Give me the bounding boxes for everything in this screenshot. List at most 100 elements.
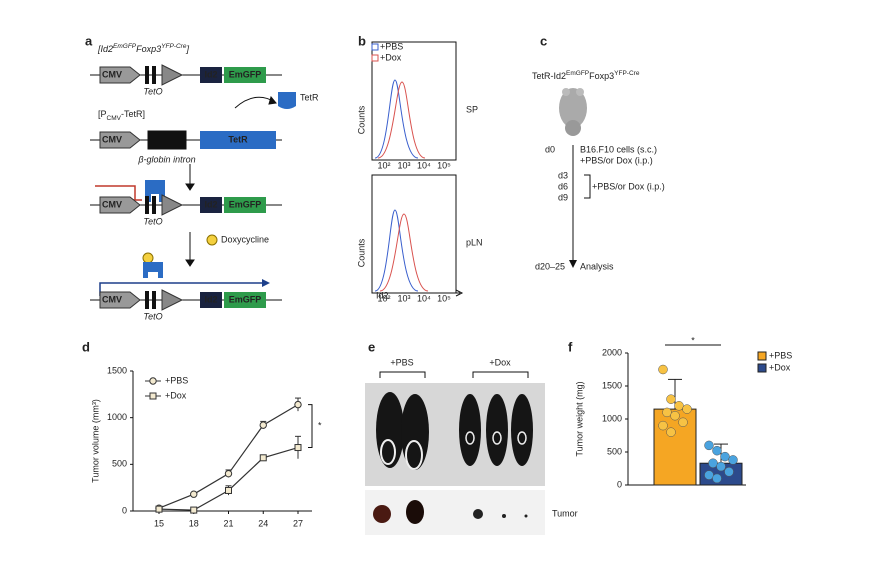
x-tick-label: 27 [293,518,303,528]
data-point [662,407,672,418]
x-tick-label: 18 [189,518,199,528]
y-tick-label: 0 [617,479,622,489]
y-axis-label: Counts [356,105,366,134]
data-point [658,364,668,375]
legend-label: +Dox [769,362,791,372]
emgfp-box [224,197,266,213]
x-tick-label: 21 [223,518,233,528]
teto-bar [152,66,156,84]
id2-box [200,292,222,308]
day-label: d0 [545,144,555,154]
panel-c-shapes [559,88,591,268]
event-label: Analysis [580,261,614,271]
panel-label: f [568,339,573,354]
id2-label: Id2 [204,294,217,304]
tumor-label: Tumor [552,508,578,518]
emgfp-label: EmGFP [229,199,262,209]
id2-label: Id2 [204,199,217,209]
text-part: CMV [107,115,122,122]
emgfp-label: EmGFP [229,294,262,304]
text-part: -TetR] [121,109,145,119]
data-point [658,420,668,431]
series-line [158,446,299,511]
row-label: SP [466,104,478,114]
id2-box [200,197,222,213]
cmv-label: CMV [102,134,122,144]
panel-a-shapes [90,74,296,301]
x-tick-label: 10⁴ [417,293,431,303]
significance-label: * [318,420,322,430]
id2-label: Id2 [204,69,217,79]
y-axis-label: Tumor volume (mm³) [90,399,100,483]
data-point [704,440,714,451]
teto-promoter [161,289,184,311]
cmv-promoter [99,66,141,84]
day-label: d9 [558,192,568,202]
panel-label: b [358,33,366,48]
legend-label: +PBS [380,41,403,51]
data-point [674,401,684,411]
teto-bar [145,291,149,309]
teto-bar [145,66,149,84]
x-tick-label: 15 [154,518,164,528]
teto-promoter [161,64,184,86]
legend-label: +PBS [769,350,792,360]
event-label: +PBS/or Dox (i.p.) [580,155,653,165]
x-tick-label: 10³ [397,293,410,303]
genotype: [Id2EmGFPFoxp3YFP-Cre] [97,43,189,55]
y-tick-label: 2000 [602,347,622,357]
panel-label: d [82,339,90,354]
y-tick-label: 500 [112,459,127,469]
id2-box [200,67,222,83]
day-label: d3 [558,170,568,180]
cmv-label: CMV [102,294,122,304]
legend-swatch [757,351,767,361]
emgfp-label: EmGFP [229,69,262,79]
x-tick-label: 10² [377,293,390,303]
panel-b-shapes [371,41,464,297]
text-part: [Id2 [97,44,113,54]
legend-marker [149,377,157,385]
data-point [190,490,198,498]
emgfp-box [224,292,266,308]
bar [653,408,697,486]
intron-label: β-globin intron [137,154,195,164]
panel-e-photo [365,371,545,535]
emgfp-box [224,67,266,83]
x-axis-label: Id2 [376,290,389,300]
data-point [225,486,232,494]
data-point [720,451,730,462]
significance-label: * [691,335,695,345]
row-label: pLN [466,237,483,247]
data-point [259,454,267,462]
event-label: B16.F10 cells (s.c.) [580,144,657,154]
data-point [728,455,738,465]
data-point [708,458,718,468]
panel-label: e [368,339,375,354]
cmv-promoter [99,131,141,149]
legend-marker [149,392,157,400]
y-axis-label: Counts [356,238,366,267]
legend-label: +Dox [165,390,187,400]
x-tick-label: 24 [258,518,268,528]
y-tick-label: 0 [122,505,127,515]
data-point [712,473,722,484]
teto-label: TetO [143,216,162,226]
text-part: [P [98,109,107,119]
data-point [712,445,722,456]
x-tick-label: 10⁵ [437,160,451,170]
doxycycline-label: Doxycycline [221,234,269,244]
cmv-promoter [99,291,141,309]
legend-swatch [371,54,379,62]
x-tick-label: 10⁴ [417,160,431,170]
data-point [190,506,198,514]
data-point [155,505,163,513]
cmv-label: CMV [102,69,122,79]
y-axis-label: Tumor weight (mg) [574,381,584,456]
data-point [294,400,302,409]
data-point [724,467,734,477]
panel-label: c [540,33,547,48]
teto-bar [152,291,156,309]
tetr-protein-label: TetR [300,92,319,102]
data-point [666,427,676,437]
